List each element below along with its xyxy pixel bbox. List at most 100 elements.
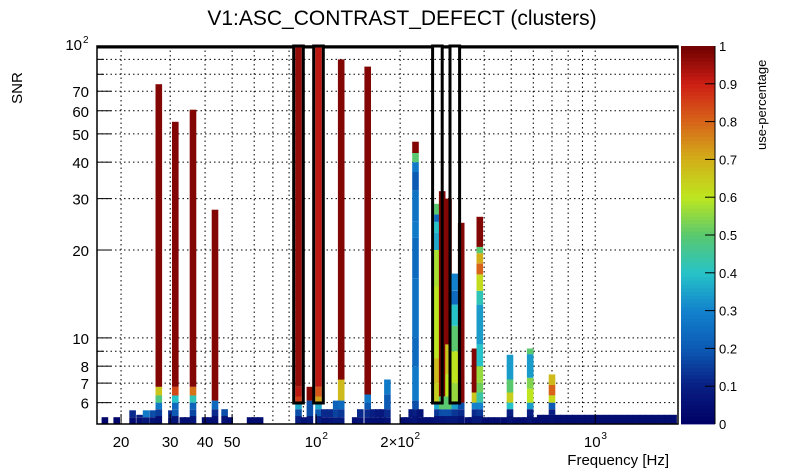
heatmap-cell	[451, 325, 459, 352]
colorbar-swatch	[681, 64, 715, 70]
heatmap-cell	[554, 414, 562, 424]
heatmap-cell	[416, 409, 424, 418]
colorbar-swatch	[681, 314, 715, 319]
heatmap-cell	[434, 409, 441, 417]
heatmap-cell	[664, 414, 671, 424]
colorbar-swatch	[681, 355, 715, 361]
heatmap-cell	[189, 402, 197, 410]
heatmap-cell	[384, 379, 391, 395]
heatmap-cell	[434, 402, 441, 410]
heatmap-cell	[315, 396, 322, 403]
heatmap-cell	[428, 417, 436, 424]
heatmap-cell	[526, 416, 534, 424]
heatmap-cell	[548, 374, 556, 385]
heatmap-cell	[379, 409, 386, 418]
colorbar-swatch	[681, 227, 715, 232]
heatmap-cell	[207, 417, 214, 424]
colorbar-swatch	[681, 416, 715, 421]
heatmap-cell	[142, 417, 150, 424]
x-tick-label: 10	[584, 434, 601, 451]
heatmap-cell	[512, 417, 520, 424]
heatmap-cell	[451, 273, 459, 291]
x-tick-exponent: 2	[322, 431, 328, 442]
heatmap-cell	[526, 388, 534, 403]
heatmap-cell	[434, 383, 441, 403]
heatmap-cell	[471, 416, 479, 424]
x-axis-label: Frequency [Hz]	[567, 452, 669, 469]
heatmap-cell	[536, 414, 544, 424]
colorbar-swatch	[681, 148, 715, 153]
heatmap-cell	[246, 417, 254, 424]
colorbar-swatch	[681, 178, 715, 183]
y-tick-label: 70	[72, 84, 89, 101]
colorbar-tick-label: 1	[719, 39, 726, 54]
colorbar-swatch	[681, 83, 715, 88]
colorbar-swatch	[681, 72, 715, 77]
colorbar-swatch	[681, 352, 715, 357]
heatmap-cell	[457, 402, 465, 410]
heatmap-cell	[412, 278, 419, 338]
colorbar-swatch	[681, 117, 715, 122]
heatmap-cell	[315, 402, 322, 410]
heatmap-cell	[337, 400, 345, 410]
y-tick-label: 60	[72, 104, 89, 121]
heatmap-cell	[149, 417, 157, 424]
colorbar-swatch	[681, 284, 715, 289]
heatmap-cell	[471, 402, 479, 410]
heatmap-cell	[364, 394, 371, 403]
heatmap-cell	[412, 162, 419, 173]
colorbar-swatch	[681, 53, 715, 58]
y-tick-label: 8	[81, 359, 89, 376]
colorbar-swatch	[681, 102, 715, 107]
heatmap-cell	[295, 409, 302, 417]
heatmap-cell	[211, 209, 219, 401]
heatmap-cell	[434, 203, 441, 215]
colorbar-tick-label: 0.9	[719, 77, 737, 92]
colorbar-tick-label: 0.5	[719, 228, 737, 243]
heatmap-cell	[412, 409, 419, 417]
heatmap-cell	[476, 409, 484, 417]
heatmap-cell	[142, 410, 150, 418]
colorbar: 0 0.1 0.2 0.3 0.4 0.5 0.6 0.7 0.8 0.9 1	[681, 39, 737, 432]
x-tick-label: 10	[305, 434, 322, 451]
heatmap-cell	[136, 417, 143, 424]
colorbar-tick-label: 0.8	[719, 115, 737, 130]
colorbar-swatch	[681, 261, 715, 266]
colorbar-swatch	[681, 367, 715, 372]
heatmap-cell	[300, 417, 308, 424]
colorbar-swatch	[681, 208, 715, 213]
y-tick-label: 50	[72, 127, 89, 144]
colorbar-tick-label: 0	[719, 417, 726, 432]
heatmap-cell	[155, 416, 163, 424]
colorbar-swatch	[681, 114, 715, 119]
heatmap-cell	[651, 414, 659, 424]
colorbar-swatch	[681, 325, 715, 330]
colorbar-swatch	[681, 287, 715, 293]
heatmap-cell	[434, 416, 441, 424]
heatmap-cell	[548, 384, 556, 396]
colorbar-swatch	[681, 129, 715, 134]
colorbar-swatch	[681, 363, 715, 368]
colorbar-swatch	[681, 393, 715, 398]
x-tick-exponent: 2	[415, 431, 421, 442]
colorbar-swatch	[681, 200, 715, 206]
colorbar-swatch	[681, 110, 715, 115]
heatmap-cell	[445, 409, 452, 417]
y-tick-label: 40	[72, 155, 89, 172]
heatmap-cell	[645, 414, 653, 424]
heatmap-cell	[416, 417, 424, 424]
heatmap-cell	[332, 400, 340, 410]
heatmap-cell	[179, 417, 187, 424]
heatmap-cell	[412, 416, 419, 424]
chart-title: V1:ASC_CONTRAST_DEFECT (clusters)	[207, 7, 596, 30]
heatmap-cell	[172, 409, 179, 417]
heatmap-cell	[451, 416, 459, 424]
colorbar-swatch	[681, 386, 715, 391]
heatmap-cell	[399, 417, 407, 424]
heatmap-cell	[256, 417, 264, 424]
heatmap-cell	[321, 417, 328, 424]
heatmap-cell	[476, 402, 484, 410]
heatmap-cell	[506, 409, 514, 417]
heatmap-cell	[211, 400, 219, 410]
